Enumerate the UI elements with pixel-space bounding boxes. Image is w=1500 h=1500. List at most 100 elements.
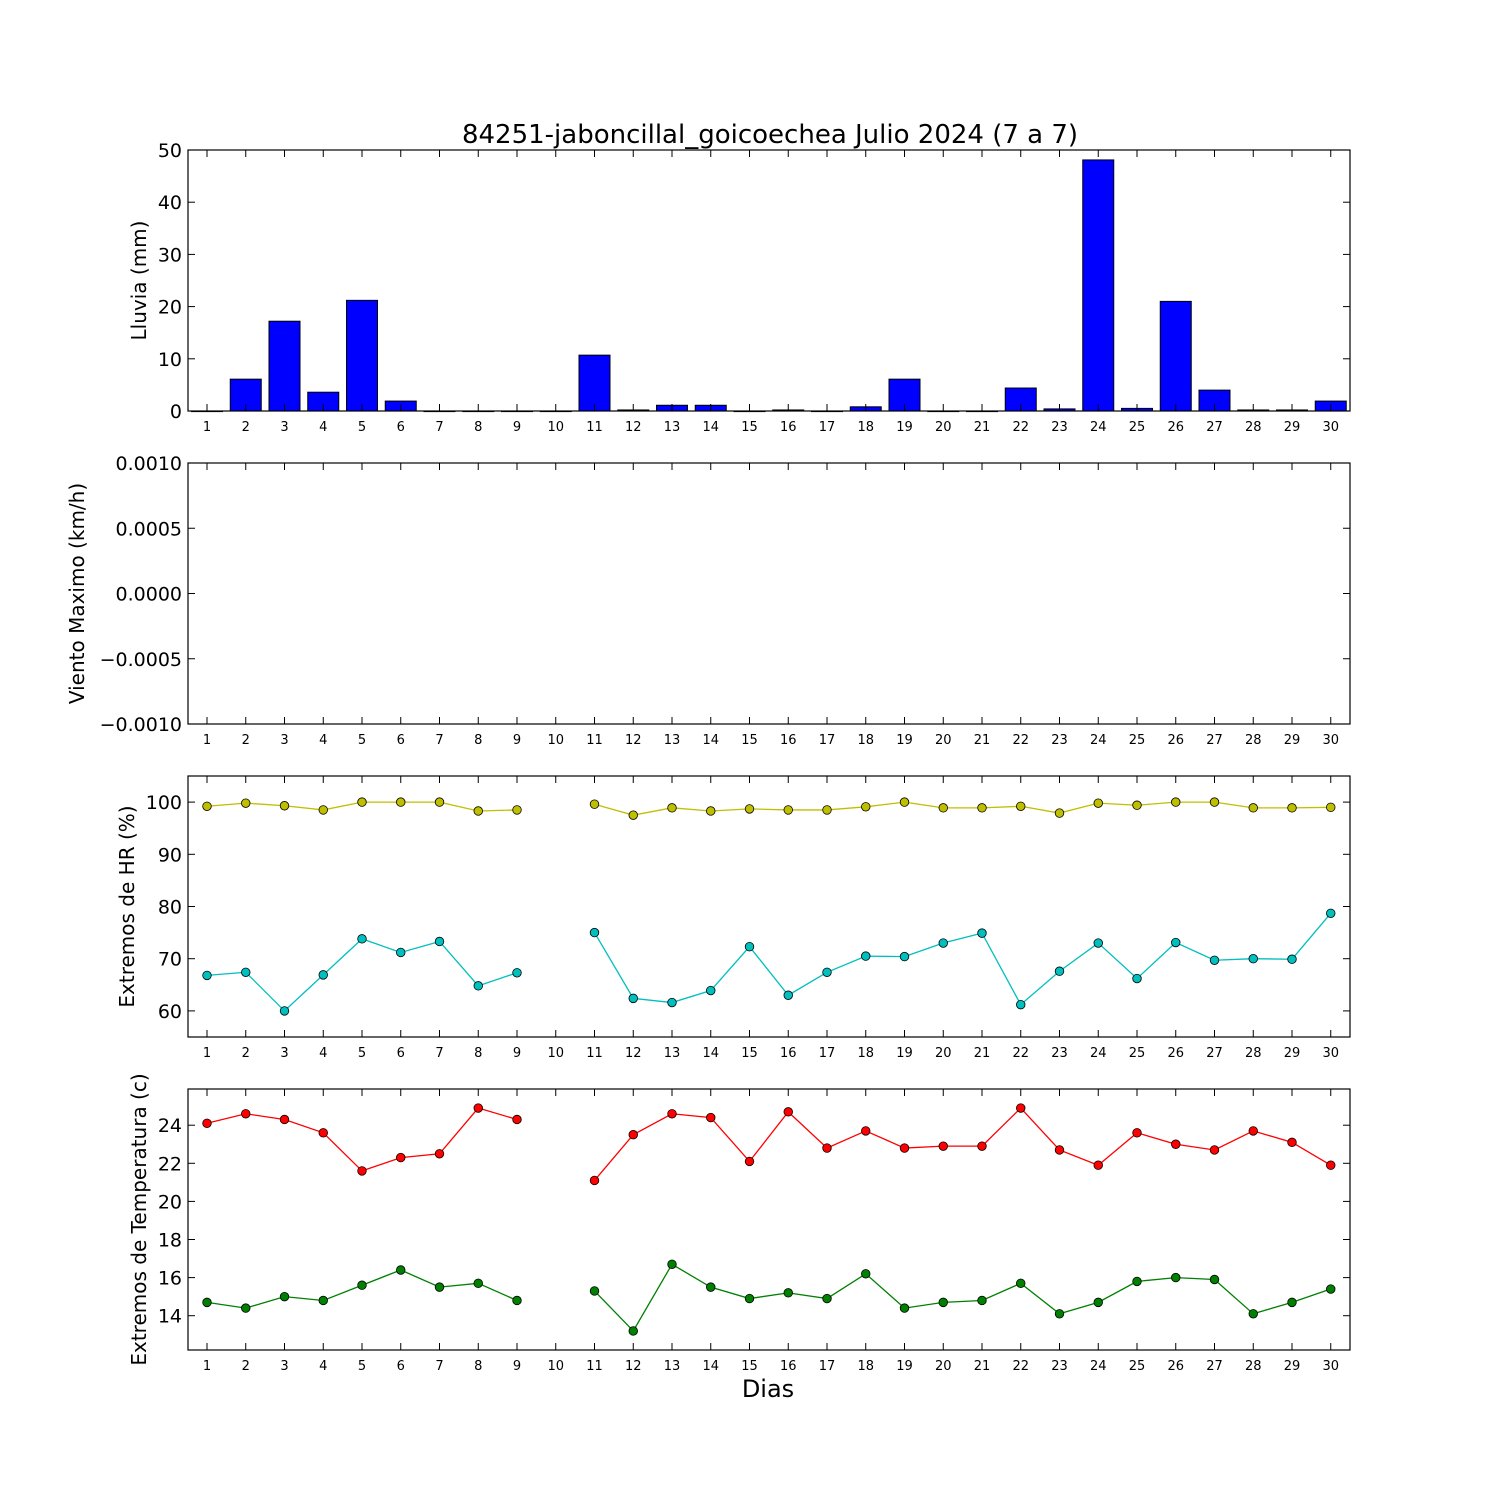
temp-ytick-label: 24 [158,1115,182,1137]
rain-xtick-label: 6 [397,420,405,435]
rain-ytick-label: 10 [158,349,182,371]
hr-series-0-point-day-16 [783,805,793,815]
rain-xtick-label: 4 [319,420,327,435]
temp-xtick-label: 19 [896,1359,913,1374]
hr-xtick-label: 15 [741,1046,758,1061]
hr-series-1-point-day-27 [1209,955,1220,965]
temp-xtick-label: 18 [857,1359,874,1374]
temp-series-0-point-day-28 [1248,1126,1258,1136]
temp-xtick-label: 17 [819,1359,836,1374]
rain-xtick-label: 10 [547,420,564,435]
wind-xtick-label: 1 [203,733,211,748]
hr-series-1-point-day-1 [202,970,212,981]
wind-ytick-label: −0.0005 [100,649,182,671]
rain-xtick-label: 21 [974,420,991,435]
temp-xtick-label: 16 [780,1359,797,1374]
rain-xtick-label: 11 [586,420,603,435]
hr-series-0-point-day-3 [279,801,290,811]
hr-series-0-point-day-7 [434,797,445,807]
wind-xtick-label: 26 [1167,733,1184,748]
hr-xtick-label: 2 [242,1046,250,1061]
rain-xtick-label: 13 [664,420,681,435]
wind-xtick-label: 23 [1051,733,1068,748]
temp-xtick-label: 12 [625,1359,642,1374]
temp-ytick-label: 18 [158,1230,182,1252]
hr-series-1-point-day-16 [783,990,793,1000]
temp-series-0-point-day-27 [1209,1145,1220,1155]
rain-ytick-label: 20 [158,297,182,319]
wind-xtick-label: 27 [1206,733,1223,748]
wind-xtick-label: 8 [474,733,482,748]
hr-series-1-point-day-7 [434,936,445,947]
temp-series-0-point-day-13 [667,1109,677,1119]
wind-xtick-label: 9 [513,733,521,748]
hr-series-1-point-day-17 [822,967,832,977]
wind-xtick-label: 19 [896,733,913,748]
wind-xtick-label: 12 [625,733,642,748]
hr-series-1-point-day-30 [1326,908,1336,918]
temp-series-0-point-day-22 [1016,1103,1026,1113]
rain-xtick-label: 7 [435,420,443,435]
wind-xtick-label: 6 [397,733,405,748]
hr-ytick-label: 90 [158,844,182,866]
figure-title: 84251-jaboncillal_goicoechea Julio 2024 … [462,120,1078,150]
hr-series-1-point-day-5 [357,934,367,944]
temp-axes-frame [187,1088,1351,1351]
hr-series-0-point-day-17 [822,805,832,815]
temp-series-1-point-day-13 [667,1259,677,1269]
hr-series-1-point-day-4 [318,970,328,980]
rain-xtick-label: 3 [280,420,288,435]
wind-xtick-label: 28 [1245,733,1262,748]
hr-series-1-point-day-29 [1287,954,1297,964]
temp-xtick-label: 1 [203,1359,211,1374]
hr-series-0-point-day-24 [1093,798,1103,808]
rain-axes-frame [187,149,1351,412]
hr-series-0-point-day-20 [938,803,948,813]
rain-bar-day-3 [268,320,301,412]
temp-xtick-label: 22 [1012,1359,1029,1374]
hr-series-0-line-1 [594,801,1331,816]
wind-xtick-label: 11 [586,733,603,748]
hr-series-1-point-day-25 [1132,973,1142,984]
hr-series-0-point-day-14 [706,806,716,816]
temp-series-0-point-day-6 [396,1152,406,1163]
temp-series-1-point-day-27 [1209,1274,1220,1285]
hr-series-0-point-day-5 [357,797,367,807]
temp-series-1-point-day-21 [977,1295,987,1306]
hr-series-1-point-day-3 [279,1006,290,1016]
wind-axes-frame [187,462,1351,725]
hr-series-1-point-day-28 [1248,954,1258,964]
hr-ytick-label: 70 [158,949,182,971]
temp-series-1-point-day-8 [473,1278,483,1289]
hr-y-axis-label: Extremos de HR (%) [115,805,139,1007]
wind-xtick-label: 29 [1284,733,1301,748]
temp-series-0-point-day-9 [512,1114,522,1125]
temp-series-1-point-day-5 [357,1280,367,1290]
rain-xtick-label: 5 [358,420,366,435]
rain-xtick-label: 15 [741,420,758,435]
temp-xtick-label: 7 [435,1359,443,1374]
temp-xtick-label: 23 [1051,1359,1068,1374]
hr-xtick-label: 19 [896,1046,913,1061]
temp-ytick-label: 14 [158,1306,182,1328]
hr-series-0-point-day-21 [977,803,987,813]
temp-series-1-point-day-3 [279,1291,290,1302]
rain-xtick-label: 2 [242,420,250,435]
hr-series-1-point-day-14 [706,985,716,996]
hr-xtick-label: 6 [397,1046,405,1061]
hr-series-0-point-day-1 [202,801,212,811]
hr-xtick-label: 25 [1129,1046,1146,1061]
temp-series-1-point-day-19 [899,1303,910,1313]
rain-xtick-label: 20 [935,420,952,435]
rain-xtick-label: 19 [896,420,913,435]
temp-xtick-label: 9 [513,1359,521,1374]
temp-series-0-point-day-19 [899,1143,910,1153]
rain-xtick-label: 17 [819,420,836,435]
temp-series-0-line-1 [594,1107,1332,1181]
wind-ytick-label: 0.0000 [116,584,182,606]
temp-series-0-point-day-17 [822,1143,832,1153]
rain-ytick-label: 0 [170,401,182,423]
